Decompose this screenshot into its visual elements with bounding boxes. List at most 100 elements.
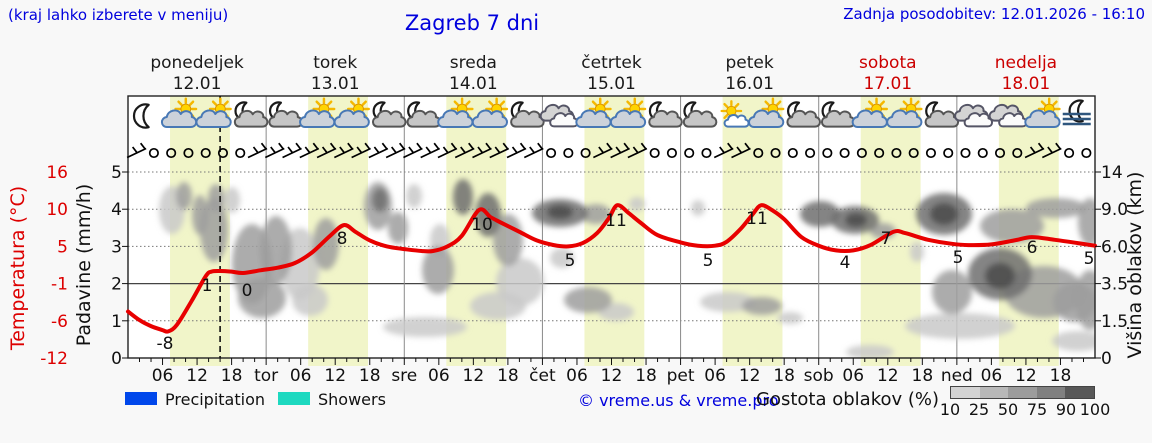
precip-axis-tick: 3 [111, 237, 122, 257]
cloud-blob [800, 201, 840, 227]
weather-icon-sun-cloud [1024, 97, 1061, 128]
wind-barb-icon [1041, 142, 1062, 159]
hour-tick-label: 12 [601, 366, 623, 386]
day-date: 14.01 [449, 74, 498, 94]
day-abbr-label: čet [529, 366, 556, 386]
cloud-blob [1078, 198, 1095, 246]
wind-calm-icon [874, 147, 885, 159]
day-date: 18.01 [1002, 74, 1051, 94]
day-name: petek [726, 53, 774, 73]
weather-icon-sun-smallcloud [720, 100, 750, 128]
temp-label: 1 [202, 276, 213, 296]
wind-barb-icon [523, 142, 544, 159]
density-tick-label: 100 [1079, 400, 1111, 419]
temp-label: 5 [1084, 249, 1095, 269]
precipitation-swatch [125, 392, 157, 405]
copyright-text: © vreme.us & vreme.pro [578, 391, 779, 410]
hour-tick-label: 06 [566, 366, 588, 386]
weather-icon-sun-cloud [748, 97, 785, 128]
wind-calm-icon [787, 147, 798, 159]
wind-calm-icon [166, 147, 177, 159]
day-name: torek [313, 53, 357, 73]
weather-icon-sun-cloud [471, 97, 509, 128]
wind-calm-icon [649, 147, 660, 159]
wind-calm-icon [684, 147, 695, 159]
wind-calm-icon [977, 147, 988, 159]
weather-icons-row [132, 97, 1091, 129]
height-axis-tick: 9.0 [1101, 200, 1128, 220]
cloud-blob [846, 345, 894, 358]
wind-calm-icon [563, 147, 574, 159]
cloud-blob [292, 284, 328, 316]
cloud-blob [388, 212, 408, 244]
cloud-blob [208, 184, 224, 212]
hour-tick-label: 18 [635, 366, 657, 386]
wind-barb-icon [593, 142, 613, 159]
wind-calm-icon [200, 147, 211, 159]
cloud-blob [564, 287, 612, 313]
temp-axis-tick: 5 [57, 237, 68, 257]
wind-barb-icon [713, 142, 734, 159]
cloud-blob [1052, 331, 1095, 351]
precip-axis-tick: 2 [111, 275, 122, 295]
cloud-density-title: Gostota oblakov (%) [756, 389, 940, 410]
wind-barb-icon [627, 142, 648, 159]
wind-calm-icon [805, 147, 816, 159]
cloud-density-scale-labels: 10 25 50 75 90 100 [0, 400, 1152, 419]
weather-icon-moon-cloud [371, 101, 407, 128]
wind-calm-icon [183, 147, 194, 159]
wind-barb-icon [126, 142, 147, 159]
wind-barb-icon [403, 142, 423, 159]
day-abbr-label: sre [391, 366, 417, 386]
height-axis-tick: 14 [1101, 163, 1123, 183]
day-date: 17.01 [863, 74, 912, 94]
day-abbr-label: tor [254, 366, 278, 386]
day-date: 13.01 [311, 74, 360, 94]
location-hint: (kraj lahko izberete v meniju) [8, 6, 229, 24]
temp-axis-tick: 10 [46, 200, 68, 220]
day-date: 16.01 [725, 74, 774, 94]
wind-barb-icon [264, 142, 285, 159]
cloud-blob [910, 242, 924, 262]
weather-icon-cloud-cloud [988, 103, 1028, 128]
wind-barb-icon [437, 142, 458, 159]
precip-axis-tick: 4 [111, 200, 122, 220]
temp-label: 11 [746, 209, 768, 229]
wind-calm-icon [943, 147, 954, 159]
day-name: sobota [859, 53, 917, 73]
cloud-blob [1075, 270, 1095, 330]
height-axis-tick: 0 [1101, 349, 1112, 369]
cloud-blob [200, 198, 228, 262]
hour-tick-label: 18 [497, 366, 519, 386]
hour-tick-label: 18 [359, 366, 381, 386]
hour-tick-label: 18 [221, 366, 243, 386]
wind-calm-icon [1012, 147, 1023, 159]
wind-row [126, 142, 1092, 159]
weather-icon-moon-cloud [682, 101, 718, 128]
wind-barb-icon [1024, 142, 1045, 159]
temp-label: 5 [953, 248, 964, 268]
weather-icon-sun-cloud [609, 97, 647, 128]
cloud-blob [260, 216, 292, 284]
cloud-blob [547, 205, 573, 219]
weather-icon-moon-cloud [924, 101, 960, 128]
wind-calm-icon [580, 147, 591, 159]
day-name: sreda [450, 53, 497, 73]
wind-barb-icon [489, 142, 510, 159]
day-name: nedelja [995, 53, 1057, 73]
wind-calm-icon [960, 147, 971, 159]
wind-barb-icon [351, 142, 371, 159]
hour-tick-label: 12 [877, 366, 899, 386]
wind-barb-icon [247, 142, 268, 159]
height-axis-title: Višina oblakov (km) [1124, 172, 1146, 359]
wind-barb-icon [454, 142, 475, 159]
temp-label: 4 [840, 253, 851, 273]
wind-calm-icon [770, 147, 781, 159]
cloud-blob [238, 278, 286, 318]
temp-axis-tick: 16 [46, 163, 68, 183]
day-abbr-label: pet [667, 366, 695, 386]
hour-tick-label: 06 [842, 366, 864, 386]
temp-label: 6 [1027, 238, 1038, 258]
hour-tick-label: 18 [773, 366, 795, 386]
